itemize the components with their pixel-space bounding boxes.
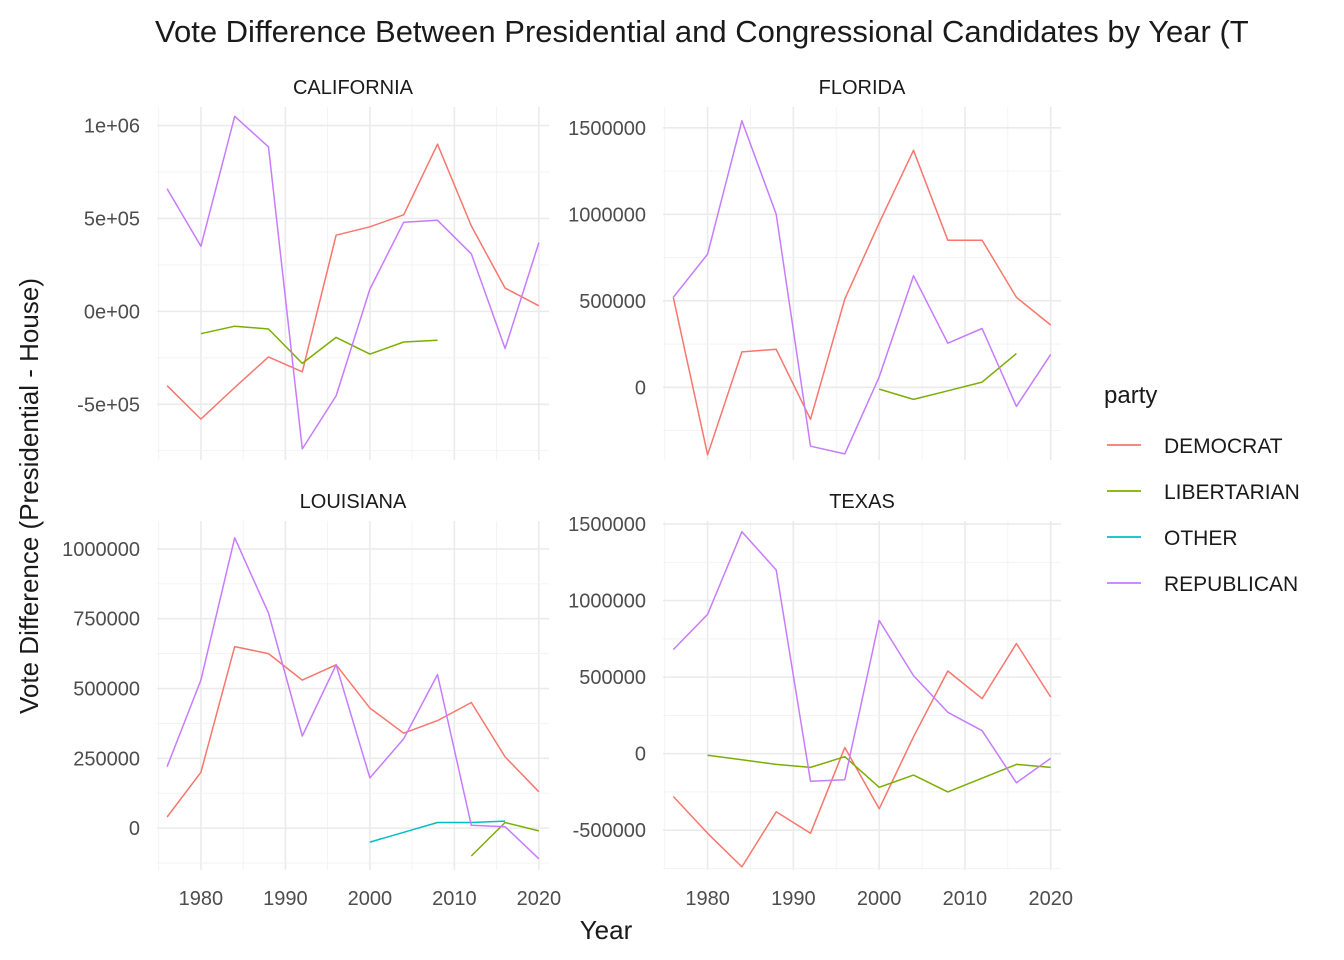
legend-title: party	[1104, 382, 1157, 409]
y-tick-label: 500000	[579, 667, 646, 689]
x-tick-label: 2010	[943, 888, 988, 910]
panel-title-florida: FLORIDA	[819, 77, 906, 99]
panel-california: CALIFORNIA -5e+05 0e+00 5e+05 1e+06	[77, 77, 549, 460]
y-tick-label: 0	[129, 818, 140, 840]
legend-label: DEMOCRAT	[1164, 435, 1283, 458]
legend-item-democrat: DEMOCRAT	[1107, 435, 1283, 458]
series-line-louisiana-libertarian	[470, 821, 540, 857]
y-tick-label: 500000	[579, 291, 646, 313]
series-line-florida-libertarian	[878, 353, 1017, 401]
legend-label: LIBERTARIAN	[1164, 481, 1300, 504]
panel-title-texas: TEXAS	[829, 491, 895, 513]
series-line-louisiana-democrat	[166, 645, 540, 818]
legend-label: OTHER	[1164, 527, 1238, 550]
panel-title-california: CALIFORNIA	[293, 77, 414, 99]
y-tick-label: -5e+05	[77, 394, 140, 416]
panel-florida: FLORIDA 0 500000 1000000 1500000	[568, 77, 1061, 460]
y-tick-label: 1500000	[568, 514, 646, 536]
chart-title: Vote Difference Between Presidential and…	[155, 14, 1249, 49]
legend-item-republican: REPUBLICAN	[1107, 573, 1298, 596]
x-tick-label: 2000	[857, 888, 902, 910]
series-line-florida-republican	[672, 120, 1052, 455]
series-line-florida-democrat	[672, 149, 1052, 456]
y-tick-label: 0	[635, 377, 646, 399]
x-tick-label: 1980	[179, 888, 224, 910]
series-line-california-libertarian	[200, 325, 438, 365]
panel-louisiana: LOUISIANA 0 250000 500000 750000 1000000 1980 1…	[62, 491, 561, 910]
x-tick-label: 1990	[263, 888, 308, 910]
y-tick-label: 0	[635, 744, 646, 766]
y-tick-label: 1000000	[62, 539, 140, 561]
y-tick-label: 1e+06	[84, 116, 140, 138]
series-line-california-republican	[166, 115, 540, 450]
x-tick-label: 2000	[348, 888, 393, 910]
y-tick-label: 250000	[73, 748, 140, 770]
x-tick-label: 2020	[1028, 888, 1073, 910]
series-line-texas-democrat	[672, 642, 1052, 868]
y-tick-label: 5e+05	[84, 208, 140, 230]
x-tick-label: 2010	[432, 888, 477, 910]
legend-label: REPUBLICAN	[1164, 573, 1298, 596]
series-line-texas-republican	[672, 530, 1052, 784]
y-tick-label: 0e+00	[84, 301, 140, 323]
series-line-louisiana-other	[369, 820, 506, 843]
y-tick-label: -500000	[573, 820, 646, 842]
x-tick-label: 1980	[685, 888, 730, 910]
y-axis-label: Vote Difference (Presidential - House)	[14, 278, 44, 714]
series-line-louisiana-republican	[166, 537, 540, 860]
x-axis-label: Year	[580, 915, 633, 945]
y-tick-label: 1500000	[568, 118, 646, 140]
series-line-texas-libertarian	[707, 754, 1051, 793]
y-tick-label: 500000	[73, 679, 140, 701]
x-tick-label: 2020	[517, 888, 562, 910]
y-tick-label: 750000	[73, 609, 140, 631]
panel-texas: TEXAS -500000 0 500000 1000000 1500000 1980 199…	[568, 491, 1073, 910]
facet-panels: CALIFORNIA -5e+05 0e+00 5e+05 1e+06 FLORIDA 0 5…	[62, 77, 1073, 910]
y-tick-label: 1000000	[568, 204, 646, 226]
legend-item-libertarian: LIBERTARIAN	[1107, 481, 1300, 504]
legend: party DEMOCRAT LIBERTARIAN OTHER REPUBLICAN	[1104, 382, 1300, 596]
legend-item-other: OTHER	[1107, 527, 1238, 550]
y-tick-label: 1000000	[568, 591, 646, 613]
panel-title-louisiana: LOUISIANA	[300, 491, 407, 513]
series-line-california-democrat	[166, 143, 540, 420]
x-tick-label: 1990	[771, 888, 816, 910]
